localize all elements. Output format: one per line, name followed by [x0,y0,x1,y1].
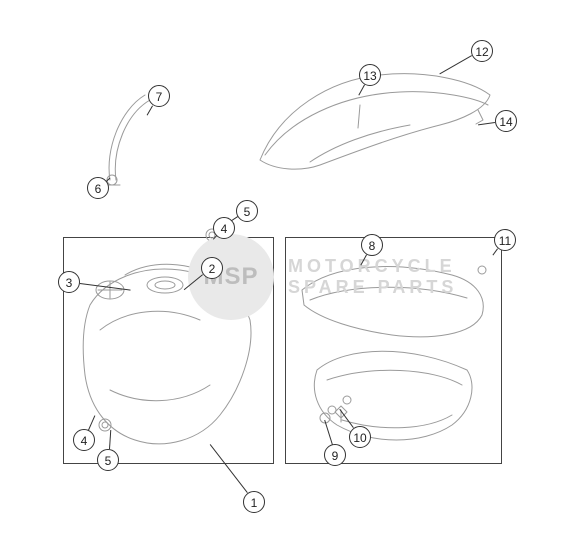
callout-9[interactable]: 9 [324,444,346,466]
callout-6[interactable]: 6 [87,177,109,199]
callout-11[interactable]: 11 [494,229,516,251]
callout-4[interactable]: 4 [73,429,95,451]
diagram-stage: MSP MOTORCYCLE SPARE PARTS [0,0,566,560]
callout-14[interactable]: 14 [495,110,517,132]
callout-8[interactable]: 8 [361,234,383,256]
callout-3[interactable]: 3 [58,271,80,293]
callout-10[interactable]: 10 [349,426,371,448]
callout-4[interactable]: 4 [213,217,235,239]
callout-2[interactable]: 2 [201,257,223,279]
callout-7[interactable]: 7 [148,85,170,107]
part-fuel-tank [70,250,265,455]
part-hardware-lower [315,400,355,430]
callout-13[interactable]: 13 [359,64,381,86]
callout-1[interactable]: 1 [243,491,265,513]
callout-12[interactable]: 12 [471,40,493,62]
callout-5[interactable]: 5 [236,200,258,222]
callout-5[interactable]: 5 [97,449,119,471]
